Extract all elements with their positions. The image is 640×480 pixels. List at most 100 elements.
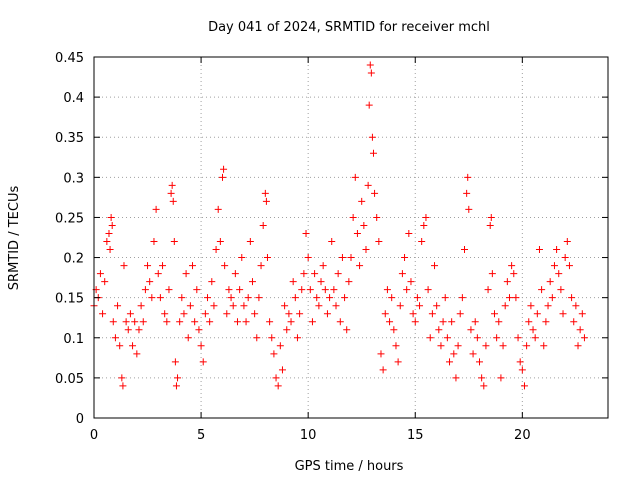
data-point — [422, 213, 430, 221]
data-points — [90, 61, 588, 390]
data-point — [206, 318, 214, 326]
data-point — [317, 278, 325, 286]
data-point — [505, 294, 513, 302]
data-point — [109, 318, 117, 326]
data-point — [186, 302, 194, 310]
x-tick-label: 20 — [514, 428, 531, 443]
data-point — [212, 246, 220, 254]
data-point — [311, 270, 319, 278]
data-point — [114, 302, 122, 310]
data-point — [259, 221, 267, 229]
data-point — [381, 310, 389, 318]
data-point — [120, 262, 128, 270]
data-point — [336, 318, 344, 326]
data-point — [454, 342, 462, 350]
axis-ticks: 0 0.05 0.1 0.15 0.2 0.25 0.3 0.35 0.4 0.45 0 5 10 15 2… — [55, 51, 608, 443]
data-point — [448, 318, 456, 326]
data-point — [356, 262, 364, 270]
data-point — [313, 294, 321, 302]
data-point — [565, 262, 573, 270]
data-point — [561, 254, 569, 262]
data-point — [379, 366, 387, 374]
data-point — [285, 310, 293, 318]
data-point — [261, 189, 269, 197]
data-point — [268, 334, 276, 342]
data-point — [150, 238, 158, 246]
data-point — [520, 382, 528, 390]
data-point — [221, 262, 229, 270]
data-point — [510, 270, 518, 278]
data-point — [184, 334, 192, 342]
data-point — [257, 262, 265, 270]
data-point — [272, 374, 280, 382]
data-point — [441, 294, 449, 302]
data-point — [388, 294, 396, 302]
data-point — [233, 318, 241, 326]
data-point — [182, 270, 190, 278]
data-point — [501, 302, 509, 310]
data-point — [204, 294, 212, 302]
data-point — [133, 350, 141, 358]
data-point — [308, 318, 316, 326]
data-point — [281, 302, 289, 310]
data-point — [302, 229, 310, 237]
data-point — [343, 326, 351, 334]
y-tick-label: 0.4 — [63, 91, 84, 106]
data-point — [550, 262, 558, 270]
data-point — [450, 350, 458, 358]
data-point — [405, 229, 413, 237]
data-point — [319, 262, 327, 270]
data-point — [473, 334, 481, 342]
data-point — [238, 254, 246, 262]
data-point — [398, 270, 406, 278]
data-point — [96, 270, 104, 278]
data-point — [124, 326, 132, 334]
data-point — [480, 382, 488, 390]
data-point — [416, 302, 424, 310]
data-point — [276, 342, 284, 350]
data-point — [523, 342, 531, 350]
data-point — [300, 270, 308, 278]
data-point — [341, 294, 349, 302]
x-tick-label: 10 — [300, 428, 317, 443]
data-point — [227, 294, 235, 302]
data-point — [563, 238, 571, 246]
data-point — [420, 221, 428, 229]
data-point — [525, 318, 533, 326]
data-point — [326, 294, 334, 302]
data-point — [180, 310, 188, 318]
data-point — [148, 294, 156, 302]
data-point — [553, 246, 561, 254]
data-point — [516, 358, 524, 366]
data-point — [334, 270, 342, 278]
data-point — [189, 262, 197, 270]
data-point — [544, 302, 552, 310]
data-point — [495, 318, 503, 326]
data-point — [197, 342, 205, 350]
data-point — [131, 318, 139, 326]
data-point — [174, 374, 182, 382]
data-point — [533, 310, 541, 318]
y-tick-label: 0.25 — [55, 211, 84, 226]
data-point — [452, 374, 460, 382]
data-point — [111, 334, 119, 342]
data-point — [304, 254, 312, 262]
data-point — [572, 302, 580, 310]
data-point — [482, 342, 490, 350]
data-point — [373, 213, 381, 221]
y-tick-label: 0.2 — [63, 252, 84, 267]
data-point — [392, 342, 400, 350]
data-point — [487, 213, 495, 221]
data-point — [298, 286, 306, 294]
data-point — [231, 270, 239, 278]
data-point — [542, 318, 550, 326]
data-point — [375, 238, 383, 246]
data-point — [456, 310, 464, 318]
data-point — [248, 278, 256, 286]
data-point — [364, 181, 372, 189]
data-point — [330, 286, 338, 294]
data-point — [366, 61, 374, 69]
data-point — [170, 238, 178, 246]
data-point — [246, 238, 254, 246]
data-point — [578, 310, 586, 318]
